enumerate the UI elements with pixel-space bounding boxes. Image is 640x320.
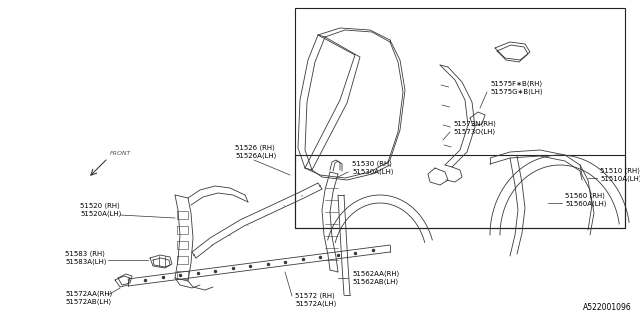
Text: 51583 ⟨RH⟩
51583A⟨LH⟩: 51583 ⟨RH⟩ 51583A⟨LH⟩	[65, 251, 107, 265]
Text: A522001096: A522001096	[583, 303, 632, 312]
Text: 51573N⟨RH⟩
51573O⟨LH⟩: 51573N⟨RH⟩ 51573O⟨LH⟩	[453, 121, 496, 135]
Text: 51572 ⟨RH⟩
51572A⟨LH⟩: 51572 ⟨RH⟩ 51572A⟨LH⟩	[295, 293, 337, 307]
Text: 51530 ⟨RH⟩
51530A⟨LH⟩: 51530 ⟨RH⟩ 51530A⟨LH⟩	[352, 161, 394, 175]
Text: 51575F∗B⟨RH⟩
51575G∗B⟨LH⟩: 51575F∗B⟨RH⟩ 51575G∗B⟨LH⟩	[490, 81, 543, 95]
Text: 51520 ⟨RH⟩
51520A⟨LH⟩: 51520 ⟨RH⟩ 51520A⟨LH⟩	[80, 203, 122, 217]
Text: FRONT: FRONT	[110, 151, 131, 156]
Text: 51510 ⟨RH⟩
51510A⟨LH⟩: 51510 ⟨RH⟩ 51510A⟨LH⟩	[600, 168, 640, 182]
Text: 51572AA⟨RH⟩
51572AB⟨LH⟩: 51572AA⟨RH⟩ 51572AB⟨LH⟩	[65, 291, 113, 305]
Bar	[295, 8, 625, 228]
Text: 51526 ⟨RH⟩
51526A⟨LH⟩: 51526 ⟨RH⟩ 51526A⟨LH⟩	[235, 145, 276, 159]
Bar	[295, 155, 625, 228]
Text: 51560 ⟨RH⟩
51560A⟨LH⟩: 51560 ⟨RH⟩ 51560A⟨LH⟩	[565, 193, 607, 207]
Text: 51562AA⟨RH⟩
51562AB⟨LH⟩: 51562AA⟨RH⟩ 51562AB⟨LH⟩	[352, 271, 399, 285]
